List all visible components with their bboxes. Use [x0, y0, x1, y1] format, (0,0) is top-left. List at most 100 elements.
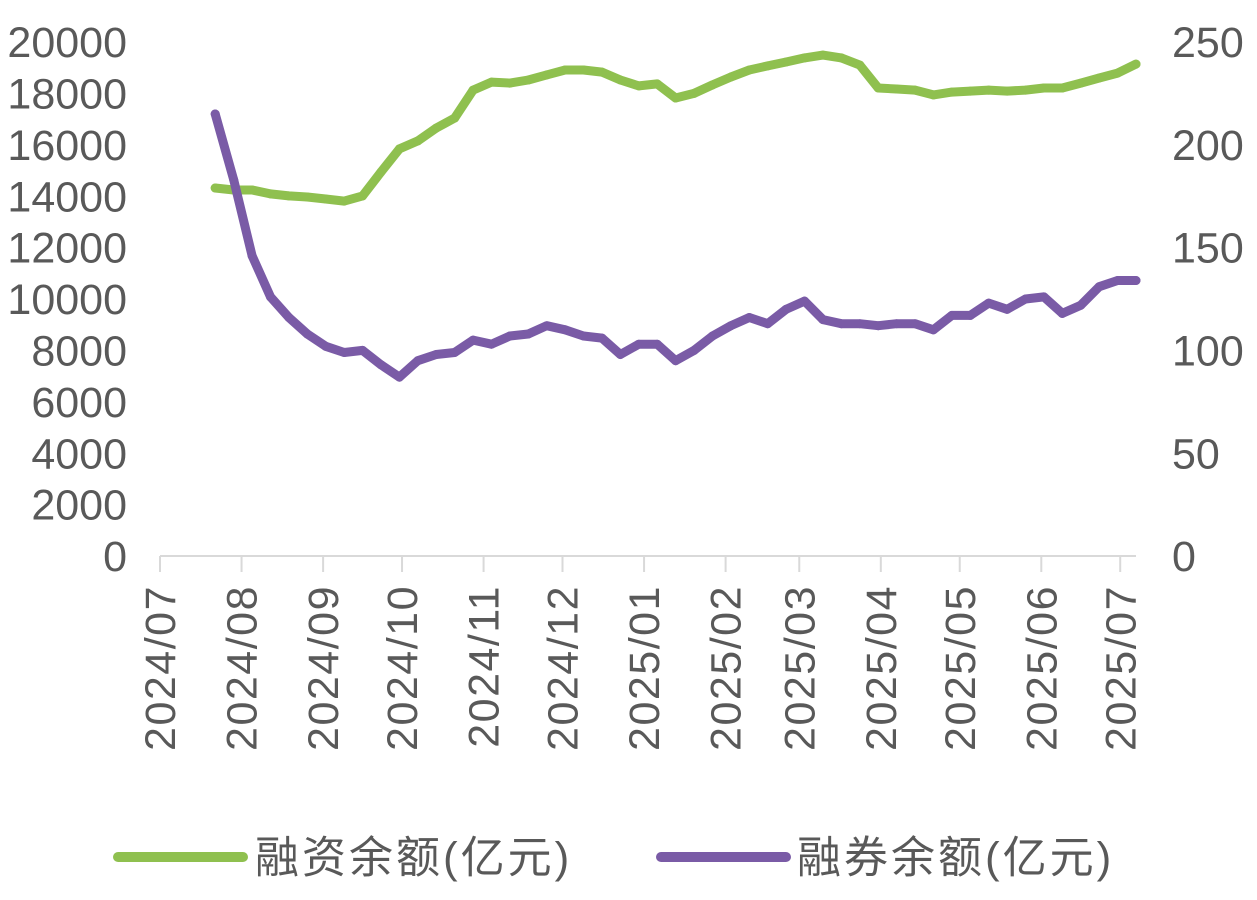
data-point: [321, 194, 331, 204]
legend-item-margin-financing: 融资余额(亿元): [113, 833, 572, 882]
data-point: [855, 319, 865, 329]
data-point: [984, 298, 994, 308]
data-point: [431, 123, 441, 133]
data-point: [450, 113, 460, 123]
series-securities-lending: [210, 109, 1141, 382]
right-axis-tick-labels: 0 50 100 150 200 250: [1172, 19, 1244, 581]
x-tick-label: 2025/03: [776, 585, 824, 751]
data-point: [1039, 292, 1049, 302]
x-tick-label: 2024/09: [300, 585, 348, 751]
data-point: [726, 72, 736, 82]
data-point: [689, 88, 699, 98]
data-point: [984, 85, 994, 95]
x-tick-label: 2024/10: [379, 585, 427, 751]
data-point: [634, 81, 644, 91]
data-point: [1076, 300, 1086, 310]
data-point: [413, 356, 423, 366]
data-point: [1057, 308, 1067, 318]
data-point: [579, 65, 588, 75]
x-tick-label: 2025/04: [858, 585, 906, 751]
data-point: [836, 53, 846, 63]
data-point: [1094, 282, 1104, 292]
data-point: [744, 313, 754, 322]
x-tick-label: 2025/06: [1018, 585, 1066, 751]
data-point: [873, 321, 883, 331]
legend-label-margin-financing: 融资余额(亿元): [255, 833, 572, 882]
data-point: [247, 185, 257, 195]
data-point: [634, 339, 644, 349]
data-point: [763, 61, 773, 71]
data-point: [836, 319, 846, 329]
data-point: [892, 319, 902, 329]
data-point: [229, 175, 239, 185]
legend: 融资余额(亿元) 融券余额(亿元): [113, 833, 1111, 882]
left-axis-tick-label: 20000: [7, 19, 127, 67]
left-axis-tick-label: 8000: [31, 327, 127, 375]
right-axis-tick-label: 100: [1172, 327, 1244, 375]
data-point: [266, 292, 275, 302]
data-point: [873, 83, 883, 93]
data-point: [358, 191, 368, 201]
data-point: [818, 50, 828, 60]
x-tick-label: 2024/08: [219, 585, 267, 751]
data-point: [394, 372, 404, 382]
left-axis-tick-labels: 0200040006000800010000120001400016000180…: [7, 19, 127, 581]
left-axis-tick-label: 18000: [7, 70, 127, 118]
legend-item-securities-lending: 融券余额(亿元): [656, 833, 1111, 882]
data-point: [615, 350, 625, 359]
data-point: [542, 70, 552, 80]
data-point: [1002, 86, 1012, 96]
data-point: [487, 77, 496, 87]
data-point: [505, 78, 515, 88]
data-point: [339, 348, 349, 357]
data-point: [652, 339, 662, 349]
data-point: [579, 331, 588, 341]
x-tick-label: 2025/07: [1097, 585, 1145, 751]
data-point: [210, 183, 220, 193]
left-axis-tick-label: 0: [103, 533, 127, 581]
data-point: [560, 65, 570, 75]
data-point: [708, 331, 717, 341]
right-axis-tick-label: 0: [1172, 533, 1196, 581]
data-point: [266, 189, 275, 199]
data-point: [1021, 85, 1030, 95]
data-point: [928, 325, 938, 335]
left-axis-tick-label: 4000: [31, 430, 127, 478]
data-point: [689, 345, 699, 355]
x-tick-label: 2024/12: [540, 585, 588, 751]
data-point: [505, 331, 515, 341]
data-point: [284, 191, 294, 201]
data-point: [947, 310, 957, 320]
data-point: [450, 348, 460, 357]
data-point: [413, 136, 423, 146]
data-point: [339, 196, 349, 206]
data-point: [394, 144, 404, 154]
plot-area: [210, 50, 1141, 382]
data-point: [1021, 294, 1030, 304]
data-point: [1113, 276, 1123, 285]
data-point: [487, 339, 496, 349]
x-axis-tick-marks: [159, 556, 1122, 572]
data-point: [302, 329, 312, 339]
x-axis: 2024/07 2024/08 2024/09 2024/10 2024/11 2024/…: [137, 555, 1145, 751]
data-point: [1076, 78, 1086, 88]
data-point: [615, 75, 625, 85]
data-point: [376, 167, 386, 177]
data-point: [523, 329, 533, 339]
data-point: [1002, 304, 1012, 314]
data-point: [284, 313, 294, 322]
x-tick-label: 2025/02: [703, 585, 751, 751]
data-point: [763, 319, 773, 329]
data-point: [247, 251, 257, 261]
data-point: [928, 90, 938, 100]
left-axis-tick-label: 16000: [7, 122, 127, 170]
series-line-margin-financing: [210, 50, 1141, 206]
data-point: [560, 325, 570, 335]
data-point: [744, 65, 754, 75]
data-point: [358, 345, 368, 355]
data-point: [781, 57, 791, 67]
left-axis-tick-label: 2000: [31, 482, 127, 530]
x-tick-label: 2025/05: [937, 585, 985, 751]
data-point: [671, 93, 681, 103]
data-point: [468, 85, 478, 95]
